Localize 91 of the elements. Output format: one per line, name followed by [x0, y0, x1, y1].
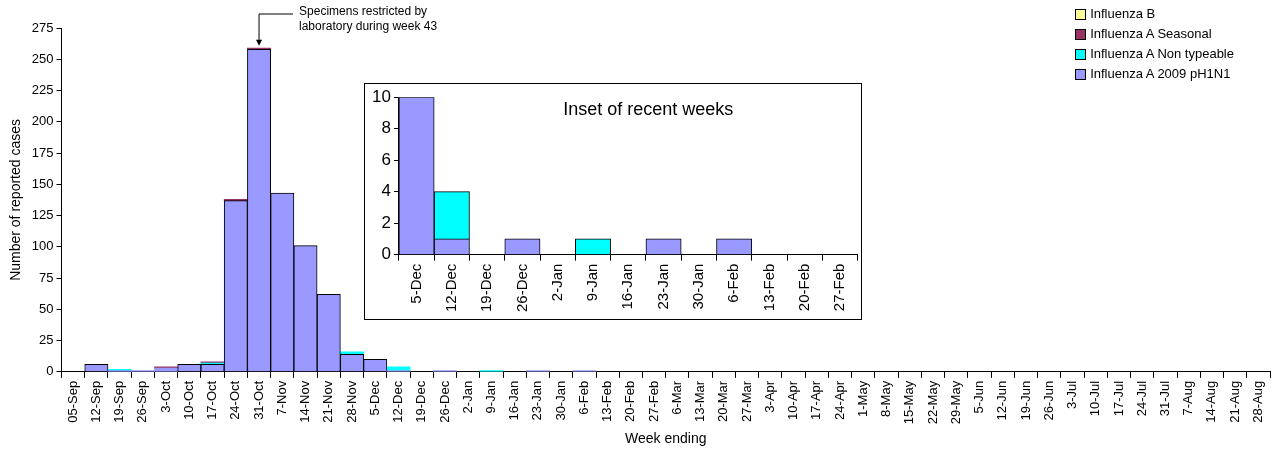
x-tick-label: 24-Oct — [227, 380, 243, 420]
x-tick-label: 19-Jun — [1017, 380, 1033, 421]
x-tick-label: 14-Aug — [1203, 380, 1219, 423]
x-tick-label: 12-Jun — [994, 380, 1010, 421]
x-tick-label: 19-Sep — [111, 380, 127, 423]
x-tick-label: 26-Dec — [512, 263, 530, 312]
x-tick-label: 13-Feb — [599, 380, 615, 423]
x-tick-label: 16-Jan — [618, 263, 636, 310]
x-tick-label: 13-Mar — [692, 380, 708, 423]
x-tick-label: 30-Jan — [552, 380, 568, 421]
x-tick-label: 13-Feb — [759, 263, 777, 312]
x-tick-label: 10-Jul — [1087, 380, 1103, 417]
x-tick-label: 6-Feb — [575, 380, 591, 415]
x-tick-label: 17-Oct — [204, 380, 220, 420]
x-tick-label: 14-Nov — [297, 380, 313, 423]
x-tick-label: 6-Mar — [668, 380, 684, 415]
x-tick-label: 26-Sep — [134, 380, 150, 423]
x-tick-label: 19-Dec — [413, 380, 429, 423]
x-tick-label: 21-Nov — [320, 380, 336, 423]
x-tick-label: 28-Aug — [1249, 380, 1265, 423]
x-tick-label: 23-Jan — [653, 263, 671, 310]
x-tick-label: 15-May — [901, 380, 917, 425]
y-tick-label: 6 — [381, 149, 391, 169]
x-tick-label: 27-Feb — [645, 380, 661, 423]
x-tick-label: 5-Dec — [406, 263, 424, 304]
y-tick-label: 150 — [31, 175, 54, 191]
x-tick-label: 3-Oct — [157, 380, 173, 413]
x-tick-label: 2-Jan — [547, 263, 565, 302]
y-tick-label: 100 — [31, 238, 54, 254]
x-tick-label: 29-May — [947, 380, 963, 425]
x-tick-label: 21-Aug — [1226, 380, 1242, 423]
legend-label: Influenza A 2009 pH1N1 — [1090, 65, 1231, 83]
x-tick-label: 27-Mar — [738, 380, 754, 423]
x-tick-label: 23-Jan — [529, 380, 545, 421]
y-tick-label: 200 — [31, 113, 54, 129]
x-tick-label: 27-Feb — [830, 263, 848, 312]
x-tick-label: 16-Jan — [506, 380, 522, 421]
x-tick-label: 22-May — [924, 380, 940, 425]
x-tick-label: 9-Jan — [483, 380, 499, 414]
y-tick-label: 8 — [381, 118, 391, 138]
x-tick-label: 1-May — [854, 380, 870, 417]
x-tick-label: 12-Dec — [390, 380, 406, 423]
x-tick-label: 7-Nov — [273, 380, 289, 416]
x-tick-label: 3-Apr — [761, 380, 777, 413]
y-tick-label: 2 — [381, 212, 391, 232]
y-tick-label: 125 — [31, 207, 54, 223]
x-tick-label: 28-Nov — [343, 380, 359, 423]
legend-label: Influenza B — [1090, 5, 1156, 23]
x-tick-label: 6-Feb — [724, 263, 742, 303]
y-axis-title: Number of reported cases — [7, 119, 24, 281]
x-tick-label: 2-Jan — [459, 380, 475, 414]
y-tick-label: 75 — [39, 269, 54, 285]
x-tick-label: 31-Oct — [250, 380, 266, 420]
x-tick-label: 10-Oct — [180, 380, 196, 420]
x-tick-label: 12-Sep — [87, 380, 103, 423]
x-tick-label: 26-Dec — [436, 380, 452, 423]
y-tick-label: 250 — [31, 50, 54, 66]
y-tick-label: 0 — [381, 244, 391, 264]
y-tick-label: 25 — [39, 332, 54, 348]
x-tick-label: 5-Dec — [366, 380, 382, 416]
legend-label: Influenza A Seasonal — [1090, 25, 1212, 43]
x-tick-label: 9-Jan — [583, 263, 601, 302]
x-axis-title: Week ending — [625, 430, 707, 447]
x-tick-label: 20-Mar — [715, 380, 731, 423]
x-tick-label: 10-Apr — [785, 380, 801, 420]
annotation: Specimens restricted by laboratory during week 43 — [299, 4, 438, 34]
x-tick-label: 12-Dec — [441, 263, 459, 312]
x-tick-label: 17-Apr — [808, 380, 824, 420]
y-tick-label: 275 — [31, 19, 54, 35]
y-tick-label: 10 — [371, 86, 391, 106]
x-tick-label: 24-Apr — [831, 380, 847, 420]
x-tick-label: 26-Jun — [1040, 380, 1056, 421]
y-tick-label: 175 — [31, 144, 54, 160]
legend-label: Influenza A Non typeable — [1090, 45, 1234, 63]
x-tick-label: 24-Jul — [1133, 380, 1149, 417]
y-tick-label: 0 — [46, 363, 54, 379]
x-tick-label: 5-Jun — [971, 380, 987, 414]
y-tick-label: 225 — [31, 82, 54, 98]
y-tick-label: 4 — [381, 181, 391, 201]
x-tick-label: 30-Jan — [688, 263, 706, 310]
x-tick-label: 3-Jul — [1064, 380, 1080, 410]
x-tick-label: 19-Dec — [477, 263, 495, 312]
x-tick-label: 7-Aug — [1180, 380, 1196, 416]
x-tick-label: 8-May — [878, 380, 894, 417]
x-tick-label: 31-Jul — [1157, 380, 1172, 417]
x-tick-label: 17-Jul — [1110, 380, 1126, 417]
x-tick-label: 20-Feb — [794, 263, 812, 312]
x-tick-label: 05-Sep — [64, 380, 80, 423]
y-tick-label: 50 — [39, 300, 54, 316]
chart-title: Inset of recent weeks — [563, 99, 734, 120]
x-tick-label: 20-Feb — [622, 380, 638, 423]
